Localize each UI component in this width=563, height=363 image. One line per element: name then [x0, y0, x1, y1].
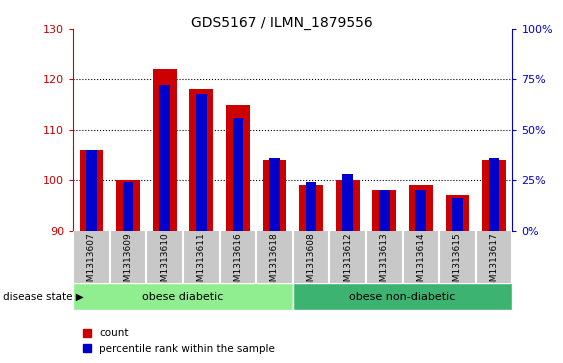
Bar [79, 150, 104, 231]
Text: obese non-diabetic: obese non-diabetic [350, 292, 455, 302]
FancyBboxPatch shape [293, 283, 512, 310]
Bar [489, 158, 499, 231]
Text: GSM1313611: GSM1313611 [197, 232, 205, 293]
Text: GDS5167 / ILMN_1879556: GDS5167 / ILMN_1879556 [191, 16, 372, 30]
Text: GSM1313618: GSM1313618 [270, 232, 279, 293]
FancyBboxPatch shape [73, 283, 293, 310]
Text: GSM1313614: GSM1313614 [417, 232, 425, 293]
Bar [299, 185, 323, 231]
Text: GSM1313613: GSM1313613 [380, 232, 388, 293]
Text: GSM1313608: GSM1313608 [307, 232, 315, 293]
Bar [262, 160, 287, 231]
Bar [379, 190, 390, 231]
Bar [269, 158, 280, 231]
Bar [372, 190, 396, 231]
Bar [159, 85, 170, 231]
Bar [482, 160, 506, 231]
Text: GSM1313610: GSM1313610 [160, 232, 169, 293]
Bar [415, 190, 426, 231]
Bar [342, 174, 353, 231]
Bar [445, 195, 470, 231]
Text: GSM1313609: GSM1313609 [124, 232, 132, 293]
Text: obese diabetic: obese diabetic [142, 292, 224, 302]
Bar [196, 94, 207, 231]
Bar [123, 182, 133, 231]
Bar [336, 180, 360, 231]
Bar [226, 105, 250, 231]
Bar [189, 89, 213, 231]
Bar [306, 182, 316, 231]
Bar [452, 198, 463, 231]
Bar [233, 118, 243, 231]
Bar [153, 69, 177, 231]
Text: GSM1313617: GSM1313617 [490, 232, 498, 293]
Text: GSM1313615: GSM1313615 [453, 232, 462, 293]
Text: GSM1313612: GSM1313612 [343, 232, 352, 293]
Bar [86, 150, 97, 231]
Text: disease state ▶: disease state ▶ [3, 291, 83, 302]
Bar [409, 185, 433, 231]
Text: GSM1313607: GSM1313607 [87, 232, 96, 293]
Legend: count, percentile rank within the sample: count, percentile rank within the sample [78, 324, 279, 358]
Text: GSM1313616: GSM1313616 [234, 232, 242, 293]
Bar [116, 180, 140, 231]
